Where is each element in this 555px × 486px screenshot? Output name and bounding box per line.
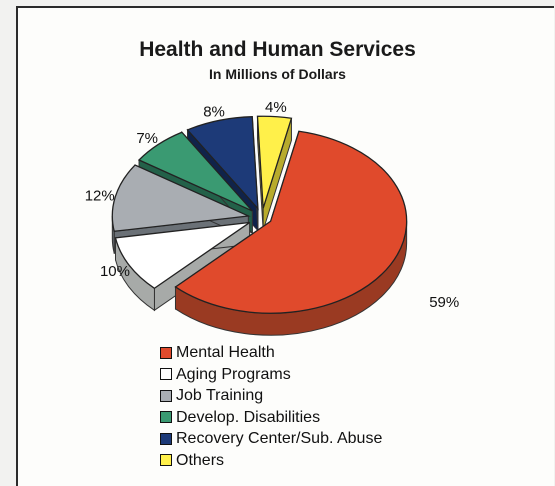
legend-swatch	[160, 454, 172, 467]
pie-slice-develop-disabilities	[137, 131, 253, 212]
pie-slice-value-label: 12%	[85, 188, 115, 205]
legend-swatch	[160, 368, 172, 381]
pie-slice-value-label: 59%	[429, 294, 459, 311]
legend-item-mental-health: Mental Health	[160, 342, 382, 364]
pie-slice-aging-programs	[114, 221, 250, 290]
legend-item-job-training: Job Training	[160, 385, 382, 407]
pie-slice-value-label: 10%	[100, 263, 130, 280]
pie-slice-job-training	[111, 164, 251, 233]
legend-label: Aging Programs	[176, 365, 291, 383]
chart-subtitle: In Millions of Dollars	[209, 66, 346, 82]
legend-item-recovery-center: Recovery Center/Sub. Abuse	[160, 428, 382, 450]
legend-swatch	[160, 346, 172, 359]
pie-slice-value-label: 7%	[136, 130, 158, 147]
pie-slice-value-label: 8%	[203, 104, 225, 121]
legend-item-others: Others	[160, 450, 382, 472]
pie-slice-recovery-center-sub-abuse	[186, 116, 259, 211]
legend-swatch	[160, 432, 172, 445]
legend-item-aging-programs: Aging Programs	[160, 364, 382, 386]
chart-title: Health and Human Services	[139, 38, 416, 61]
legend-label: Others	[176, 451, 225, 469]
legend-swatch	[160, 411, 172, 424]
legend-label: Mental Health	[176, 344, 275, 361]
legend-label: Job Training	[176, 387, 264, 404]
pie-slice-others	[256, 115, 293, 209]
legend-label: Recovery Center/Sub. Abuse	[176, 430, 383, 447]
legend-swatch	[160, 389, 172, 402]
legend-item-develop-disabilities: Develop. Disabilities	[160, 407, 382, 429]
legend-label: Develop. Disabilities	[176, 408, 321, 426]
pie-slice-value-label: 4%	[265, 99, 287, 116]
chart-legend: Mental Health Aging Programs Job Trainin…	[160, 342, 382, 471]
pie-slice-mental-health	[174, 130, 408, 314]
